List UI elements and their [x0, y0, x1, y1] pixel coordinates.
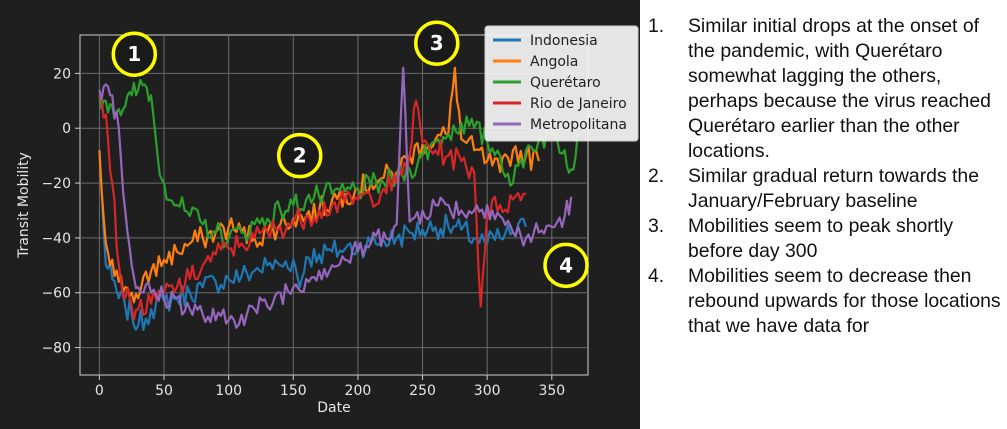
note-item: 1. Similar initial drops at the onset of … — [648, 14, 1003, 164]
x-tick-label: 0 — [95, 383, 104, 399]
annotation-circle — [111, 31, 158, 77]
y-tick-label: 0 — [62, 121, 71, 137]
x-tick-label: 200 — [345, 383, 372, 399]
x-axis-label: Date — [317, 400, 350, 416]
series-line-quer-taro — [98, 79, 579, 249]
note-item: 2. Similar gradual return towards the Jan… — [648, 164, 1003, 214]
series-line-metropolitana — [98, 66, 573, 329]
x-tick-label: 100 — [215, 383, 242, 399]
y-tick-label: −40 — [41, 231, 71, 247]
annotation-label: 2 — [293, 144, 307, 168]
note-number: 2. — [648, 165, 665, 187]
y-tick-label: −20 — [41, 176, 71, 192]
x-tick-label: 150 — [280, 383, 307, 399]
y-tick-label: −60 — [41, 286, 71, 302]
y-tick-label: 20 — [53, 66, 71, 82]
x-tick-label: 250 — [409, 383, 436, 399]
note-text: Similar initial drops at the onset of th… — [688, 15, 991, 162]
y-tick-label: −80 — [41, 341, 71, 357]
annotation-label: 4 — [559, 253, 573, 277]
annotation-circle — [276, 132, 323, 179]
note-number: 4. — [648, 265, 665, 287]
note-text: Mobilities seem to peak shortly before d… — [688, 215, 954, 262]
x-tick-label: 350 — [538, 383, 565, 399]
annotation-label: 3 — [430, 31, 444, 55]
note-text: Mobilities seem to decrease then rebound… — [688, 265, 1001, 337]
series-line-rio-de-janeiro — [98, 94, 527, 321]
legend-label: Indonesia — [530, 33, 598, 49]
legend-label: Rio de Janeiro — [530, 96, 627, 112]
line-chart: 0 50 100 150 200 250 300 350 −80 −60 −40 −20 0 20 Date… — [16, 20, 639, 416]
annotation-circle — [543, 242, 589, 289]
note-item: 4. Mobilities seem to decrease then rebou… — [648, 264, 1003, 339]
chart-panel: 0 50 100 150 200 250 300 350 −80 −60 −40 −20 0 20 Date… — [0, 0, 640, 429]
annotation-label: 1 — [127, 42, 141, 66]
note-text: Similar gradual return towards the Janua… — [688, 165, 979, 212]
annotation-circle — [414, 20, 460, 66]
legend-box — [484, 25, 639, 142]
x-tick-label: 50 — [155, 383, 173, 399]
legend-label: Querétaro — [530, 75, 601, 91]
note-number: 1. — [648, 15, 665, 37]
x-tick-label: 300 — [474, 383, 501, 399]
observation-notes: 1. Similar initial drops at the onset of … — [648, 14, 1003, 339]
legend-label: Angola — [530, 54, 578, 70]
note-number: 3. — [648, 215, 665, 237]
y-axis-label: Transit Mobility — [16, 152, 32, 259]
note-item: 3. Mobilities seem to peak shortly before… — [648, 214, 1003, 264]
legend-label: Metropolitana — [530, 117, 627, 133]
